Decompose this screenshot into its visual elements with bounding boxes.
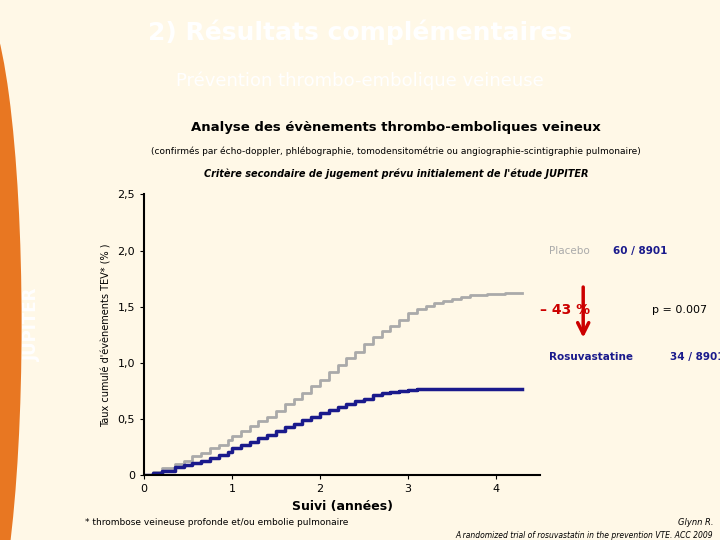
Text: Rosuvastatine: Rosuvastatine: [549, 352, 633, 362]
Text: Analyse des évènements thrombo-emboliques veineux: Analyse des évènements thrombo-embolique…: [191, 121, 601, 134]
Text: 2) Résultats complémentaires: 2) Résultats complémentaires: [148, 19, 572, 45]
Y-axis label: Taux cumulé d'évènements TEV* (% ): Taux cumulé d'évènements TEV* (% ): [102, 243, 112, 427]
Text: Placebo: Placebo: [549, 246, 590, 255]
Ellipse shape: [0, 0, 22, 540]
Text: * thrombose veineuse profonde et/ou embolie pulmonaire: * thrombose veineuse profonde et/ou embo…: [85, 518, 348, 527]
Text: 34 / 8901: 34 / 8901: [670, 352, 720, 362]
Text: Critère secondaire de jugement prévu initialement de l'étude JUPITER: Critère secondaire de jugement prévu ini…: [204, 168, 588, 179]
X-axis label: Suivi (années): Suivi (années): [292, 500, 392, 513]
Text: 60 / 8901: 60 / 8901: [613, 246, 667, 255]
Text: (confirmés par écho-doppler, phlébographie, tomodensitométrie ou angiographie-sc: (confirmés par écho-doppler, phlébograph…: [151, 147, 641, 157]
Text: – 43 %: – 43 %: [540, 302, 590, 316]
Text: A randomized trial of rosuvastatin in the prevention VTE. ACC 2009: A randomized trial of rosuvastatin in th…: [456, 531, 714, 540]
Text: Glynn R.: Glynn R.: [678, 518, 714, 527]
Text: JUPITER: JUPITER: [23, 287, 42, 361]
Text: p = 0.007: p = 0.007: [652, 305, 708, 314]
Text: Prévention thrombo-embolique veineuse: Prévention thrombo-embolique veineuse: [176, 72, 544, 90]
